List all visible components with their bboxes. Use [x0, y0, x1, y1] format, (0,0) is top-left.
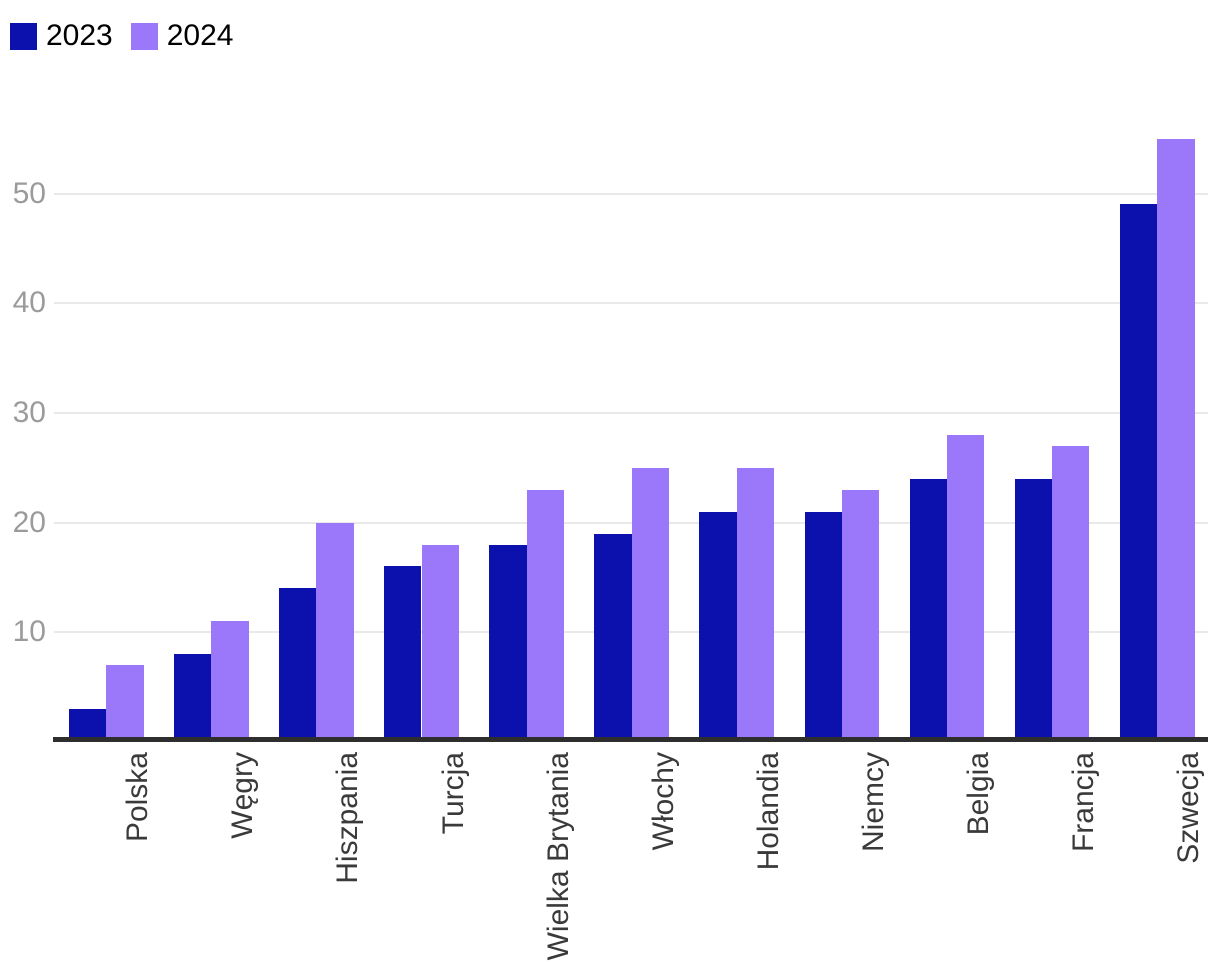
bar-belgia-2023: [909, 478, 947, 737]
bar-francja-2024: [1052, 445, 1090, 737]
legend-swatch-icon: [130, 22, 158, 50]
bar-turcja-2023: [384, 566, 422, 737]
bar-szwecja-2024: [1157, 138, 1195, 737]
x-axis-label: Wielka Brytania: [541, 752, 575, 961]
legend-item-2023[interactable]: 2023: [10, 20, 113, 52]
bar-francja-2023: [1014, 478, 1053, 737]
bar-hiszpania-2023: [279, 588, 317, 737]
chart-legend: 2023 2024: [10, 20, 234, 52]
legend-label: 2023: [46, 19, 113, 52]
gridline: [54, 192, 1208, 195]
bar-belgia-2024: [947, 434, 985, 737]
y-axis-tick-label: 50: [12, 176, 46, 210]
x-axis-label: Francja: [1067, 752, 1101, 853]
legend-item-2024[interactable]: 2024: [130, 19, 234, 52]
gridline: [54, 411, 1208, 414]
y-axis-tick-label: 30: [12, 395, 46, 429]
y-axis-tick-label: 20: [12, 505, 46, 539]
bar-hiszpania-2024: [316, 522, 354, 737]
bar-wielka-brytania-2024: [526, 489, 564, 737]
bar-węgry-2023: [173, 654, 212, 737]
x-axis-label: Holandia: [751, 752, 785, 871]
bar-polska-2023: [68, 709, 107, 737]
legend-label: 2024: [166, 19, 234, 52]
bar-holandia-2023: [699, 511, 737, 737]
x-axis-label: Szwecja: [1172, 752, 1206, 864]
legend-swatch-icon: [10, 22, 37, 50]
x-axis-label: Hiszpania: [331, 752, 365, 884]
y-axis-tick-label: 40: [12, 286, 46, 320]
x-axis-label: Włochy: [646, 752, 680, 851]
x-axis-label: Węgry: [226, 752, 260, 839]
x-axis-label: Belgia: [962, 752, 995, 836]
gridline: [54, 302, 1208, 305]
bar-polska-2024: [106, 665, 144, 737]
bar-niemcy-2023: [804, 511, 842, 737]
x-axis-label: Polska: [121, 752, 155, 843]
bar-węgry-2024: [211, 621, 249, 737]
bar-wielka-brytania-2023: [489, 544, 527, 737]
x-axis-label: Turcja: [436, 752, 470, 835]
bar-niemcy-2024: [841, 489, 880, 737]
x-axis-label: Niemcy: [856, 752, 890, 853]
bar-szwecja-2023: [1119, 204, 1158, 737]
bar-turcja-2024: [421, 544, 459, 737]
bar-włochy-2024: [631, 467, 670, 737]
bar-holandia-2024: [736, 467, 775, 737]
y-axis-tick-label: 10: [12, 615, 46, 649]
bar-włochy-2023: [594, 533, 632, 737]
gridline: [54, 521, 1208, 524]
x-axis-line: [53, 737, 1208, 742]
